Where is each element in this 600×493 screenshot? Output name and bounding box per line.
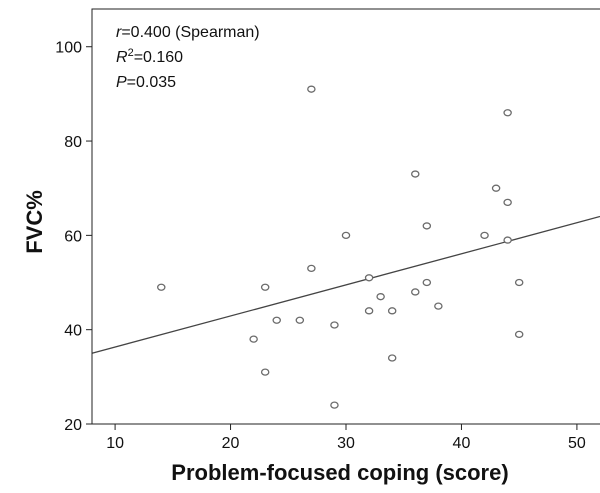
data-point — [514, 278, 524, 287]
data-point — [387, 307, 397, 315]
data-point — [249, 335, 258, 343]
plot-area — [91, 85, 600, 409]
data-point — [364, 307, 374, 315]
data-point — [364, 274, 374, 282]
data-point — [422, 222, 432, 230]
data-point — [330, 401, 339, 409]
x-axis-title: Problem-focused coping (score) — [171, 460, 508, 485]
x-tick-label: 20 — [222, 435, 240, 452]
y-tick-label: 100 — [55, 40, 82, 57]
data-point — [514, 330, 524, 339]
axes: 10 20 30 40 50 20 40 60 80 100 — [55, 8, 600, 452]
data-point — [376, 293, 385, 301]
data-point — [260, 368, 270, 376]
x-tick-label: 50 — [568, 435, 586, 452]
r-squared-label: R2=0.160 — [116, 47, 183, 66]
data-point — [503, 236, 512, 244]
data-point — [387, 354, 397, 362]
x-tick-label: 10 — [106, 435, 124, 452]
stats-annotation: r=0.400 (Spearman) R2=0.160 P=0.035 — [116, 24, 260, 91]
data-point — [434, 302, 443, 310]
y-tick-label: 40 — [64, 323, 82, 340]
y-tick-label: 80 — [64, 134, 82, 151]
y-axis-title: FVC% — [22, 190, 47, 254]
data-point — [307, 264, 316, 273]
data-point — [260, 283, 270, 291]
spearman-r-label: r=0.400 (Spearman) — [116, 24, 260, 41]
data-point — [503, 109, 512, 117]
data-point — [491, 184, 501, 192]
regression-line — [91, 215, 600, 354]
plot-frame — [91, 8, 600, 425]
x-tick-label: 30 — [337, 435, 355, 452]
y-tick-label: 20 — [64, 417, 82, 434]
data-point — [157, 283, 166, 291]
data-point — [272, 316, 281, 324]
data-point — [330, 321, 339, 329]
data-point — [411, 170, 420, 178]
y-tick-label: 60 — [64, 228, 82, 245]
data-point — [295, 316, 305, 324]
p-value-label: P=0.035 — [116, 74, 176, 91]
data-point — [411, 288, 420, 296]
x-tick-label: 40 — [453, 435, 471, 452]
data-point — [503, 198, 512, 207]
data-point — [307, 85, 316, 93]
data-point — [422, 278, 432, 287]
data-point — [480, 231, 489, 240]
data-point — [341, 231, 351, 240]
